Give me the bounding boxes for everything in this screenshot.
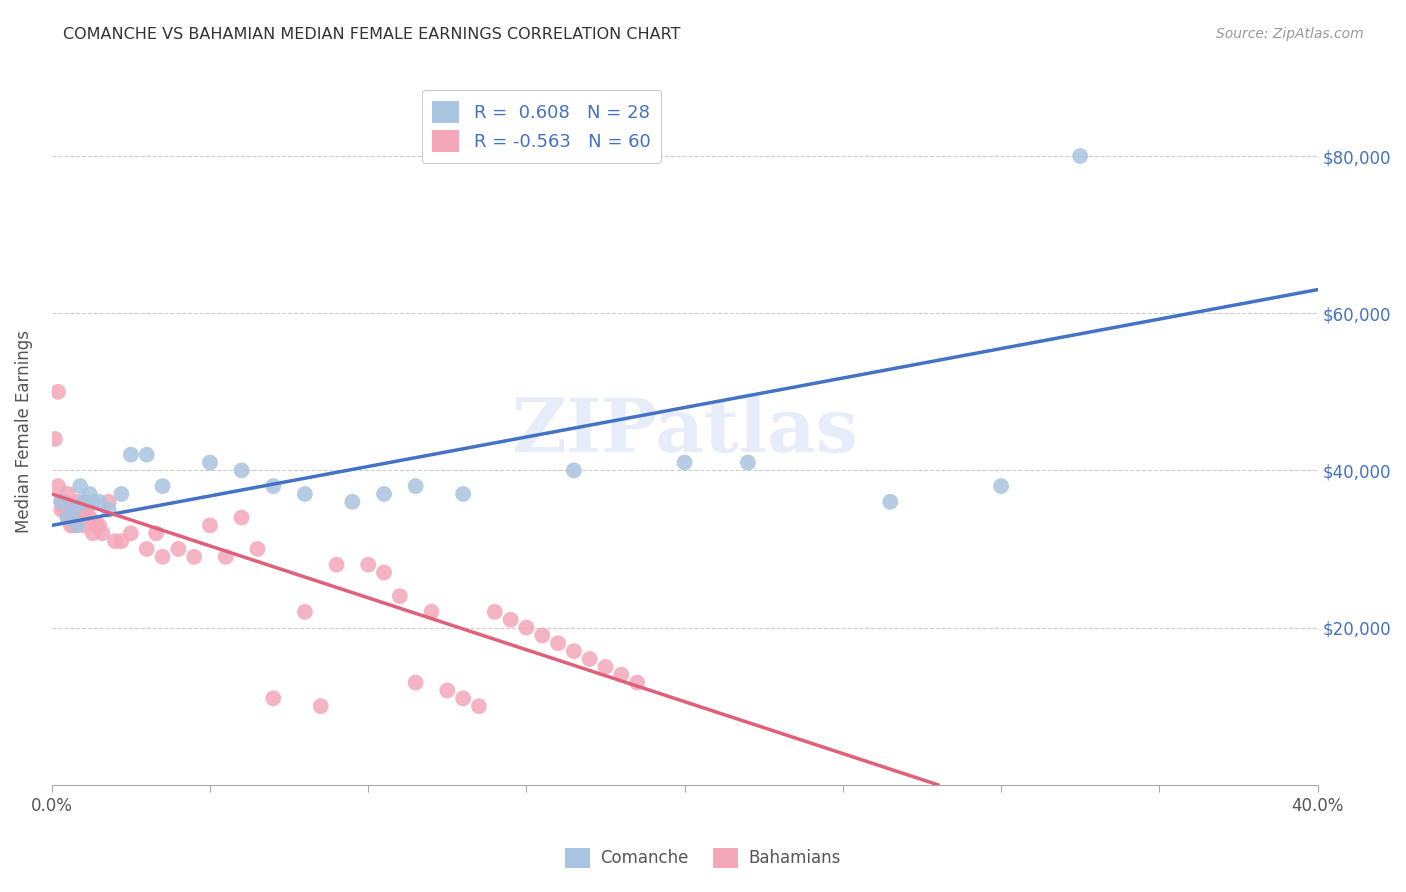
- Point: [79, 487, 101, 501]
- Point: [51, 495, 73, 509]
- Legend: R =  0.608   N = 28, R = -0.563   N = 60: R = 0.608 N = 28, R = -0.563 N = 60: [422, 90, 661, 163]
- Point: [79, 510, 101, 524]
- Point: [46, 384, 69, 399]
- Point: [53, 502, 76, 516]
- Point: [990, 479, 1012, 493]
- Point: [51, 495, 73, 509]
- Point: [420, 605, 443, 619]
- Point: [51, 502, 73, 516]
- Point: [595, 660, 617, 674]
- Point: [673, 456, 696, 470]
- Point: [56, 487, 79, 501]
- Point: [82, 526, 104, 541]
- Text: COMANCHE VS BAHAMIAN MEDIAN FEMALE EARNINGS CORRELATION CHART: COMANCHE VS BAHAMIAN MEDIAN FEMALE EARNI…: [63, 27, 681, 42]
- Point: [46, 479, 69, 493]
- Point: [135, 541, 157, 556]
- Point: [59, 518, 82, 533]
- Point: [66, 510, 89, 524]
- Point: [562, 463, 585, 477]
- Point: [82, 495, 104, 509]
- Point: [294, 487, 316, 501]
- Point: [262, 691, 284, 706]
- Point: [531, 628, 554, 642]
- Point: [262, 479, 284, 493]
- Point: [63, 518, 86, 533]
- Point: [120, 448, 142, 462]
- Point: [66, 495, 89, 509]
- Point: [44, 432, 66, 446]
- Point: [547, 636, 569, 650]
- Legend: Comanche, Bahamians: Comanche, Bahamians: [558, 841, 848, 875]
- Point: [610, 667, 633, 681]
- Point: [76, 502, 98, 516]
- Point: [72, 502, 94, 516]
- Point: [357, 558, 380, 572]
- Point: [436, 683, 458, 698]
- Point: [373, 566, 395, 580]
- Point: [468, 699, 491, 714]
- Point: [309, 699, 332, 714]
- Point: [246, 541, 269, 556]
- Point: [72, 495, 94, 509]
- Point: [231, 510, 253, 524]
- Point: [97, 495, 120, 509]
- Point: [135, 448, 157, 462]
- Point: [342, 495, 364, 509]
- Point: [66, 518, 89, 533]
- Point: [562, 644, 585, 658]
- Y-axis label: Median Female Earnings: Median Female Earnings: [15, 330, 32, 533]
- Point: [110, 487, 132, 501]
- Point: [84, 518, 107, 533]
- Point: [626, 675, 648, 690]
- Point: [198, 518, 221, 533]
- Point: [89, 518, 111, 533]
- Point: [56, 510, 79, 524]
- Text: ZIPatlas: ZIPatlas: [512, 394, 858, 467]
- Point: [167, 541, 190, 556]
- Point: [388, 589, 411, 603]
- Point: [879, 495, 901, 509]
- Point: [110, 534, 132, 549]
- Point: [737, 456, 759, 470]
- Point: [104, 534, 127, 549]
- Point: [1069, 149, 1091, 163]
- Point: [72, 518, 94, 533]
- Point: [578, 652, 600, 666]
- Point: [97, 502, 120, 516]
- Point: [63, 502, 86, 516]
- Point: [405, 675, 427, 690]
- Point: [69, 479, 91, 493]
- Point: [89, 495, 111, 509]
- Point: [215, 549, 238, 564]
- Point: [294, 605, 316, 619]
- Point: [198, 456, 221, 470]
- Point: [373, 487, 395, 501]
- Point: [325, 558, 347, 572]
- Point: [405, 479, 427, 493]
- Point: [59, 510, 82, 524]
- Point: [63, 502, 86, 516]
- Point: [69, 502, 91, 516]
- Point: [451, 487, 474, 501]
- Point: [56, 510, 79, 524]
- Point: [231, 463, 253, 477]
- Point: [120, 526, 142, 541]
- Point: [515, 621, 537, 635]
- Point: [451, 691, 474, 706]
- Point: [91, 526, 114, 541]
- Point: [56, 502, 79, 516]
- Text: Source: ZipAtlas.com: Source: ZipAtlas.com: [1216, 27, 1364, 41]
- Point: [145, 526, 167, 541]
- Point: [499, 613, 522, 627]
- Point: [183, 549, 205, 564]
- Point: [53, 495, 76, 509]
- Point: [152, 479, 174, 493]
- Point: [484, 605, 506, 619]
- Point: [152, 549, 174, 564]
